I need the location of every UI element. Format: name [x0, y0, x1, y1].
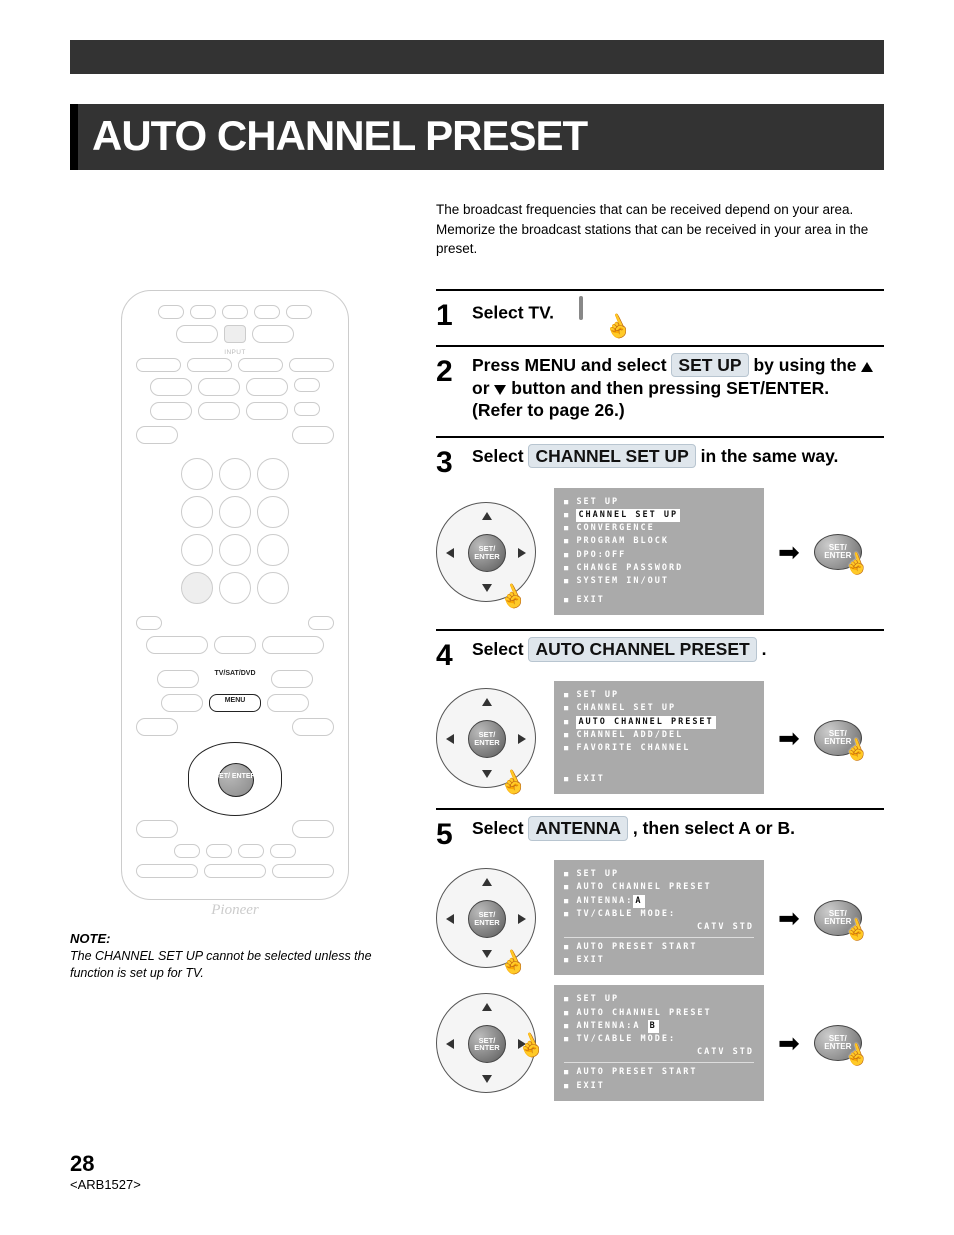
note-text: The CHANNEL SET UP cannot be selected un…	[70, 949, 372, 980]
osd-screen-4: SET UP CHANNEL SET UP AUTO CHANNEL PRESE…	[554, 681, 764, 794]
step-3-token: CHANNEL SET UP	[528, 444, 695, 468]
down-arrow-icon	[494, 385, 506, 395]
set-enter-button-5a: SET/ ENTER☝	[814, 900, 862, 936]
remote-menu-button: MENU	[209, 694, 261, 712]
remote-input-label: INPUT	[136, 349, 334, 356]
step-4-token: AUTO CHANNEL PRESET	[528, 637, 756, 661]
step-1: 1 Select TV. ☝	[436, 289, 884, 345]
step-2-mid: by using the	[753, 355, 861, 375]
step-5-suffix: , then select A or B.	[633, 818, 795, 838]
intro-text: The broadcast frequencies that can be re…	[436, 200, 884, 259]
step-1-text: Select TV.	[472, 302, 554, 322]
osd-screen-3: SET UP CHANNEL SET UP CONVERGENCE PROGRA…	[554, 488, 764, 615]
step-4: 4 Select AUTO CHANNEL PRESET . SET/ ENTE…	[436, 629, 884, 808]
page-title: AUTO CHANNEL PRESET	[78, 104, 884, 170]
step-5-prefix: Select	[472, 818, 528, 838]
note-title: NOTE:	[70, 931, 110, 946]
dpad-icon: SET/ ENTER ☝	[432, 684, 540, 792]
step-3-num: 3	[436, 448, 460, 478]
step-2-suffix: button and then pressing SET/ENTER. (Ref…	[472, 378, 829, 420]
arrow-right-icon: ➡	[778, 1030, 800, 1056]
step-5: 5 Select ANTENNA , then select A or B. S…	[436, 808, 884, 1114]
page-title-box: AUTO CHANNEL PRESET	[70, 104, 884, 170]
step-3-prefix: Select	[472, 446, 528, 466]
step-4-prefix: Select	[472, 639, 528, 659]
dpad-icon: SET/ ENTER ☝	[432, 498, 540, 606]
page-number: 28	[70, 1151, 884, 1177]
set-enter-button-3: SET/ ENTER☝	[814, 534, 862, 570]
step-2-prefix: Press MENU and select	[472, 355, 671, 375]
dpad-icon: SET/ ENTER ☝	[432, 864, 540, 972]
page-footer: 28 <ARB1527>	[70, 1151, 884, 1192]
remote-illustration: INPUT TV/SAT/DVD	[121, 290, 349, 900]
arrow-right-icon: ➡	[778, 725, 800, 751]
osd-screen-5a: SET UP AUTO CHANNEL PRESET ANTENNA:A TV/…	[554, 860, 764, 975]
step-5-token: ANTENNA	[528, 816, 628, 840]
step-2-token: SET UP	[671, 353, 748, 377]
osd-screen-5b: SET UP AUTO CHANNEL PRESET ANTENNA:A B T…	[554, 985, 764, 1100]
step-3: 3 Select CHANNEL SET UP in the same way.…	[436, 436, 884, 629]
step-2-num: 2	[436, 357, 460, 422]
step-5-num: 5	[436, 820, 460, 850]
up-arrow-icon	[861, 362, 873, 372]
note-block: NOTE: The CHANNEL SET UP cannot be selec…	[70, 930, 400, 982]
arrow-right-icon: ➡	[778, 905, 800, 931]
set-enter-button-5b: SET/ ENTER☝	[814, 1025, 862, 1061]
remote-dpad: SET/ ENTER	[188, 742, 282, 816]
tv-icon: ☝	[579, 297, 623, 331]
doc-code: <ARB1527>	[70, 1177, 141, 1192]
step-4-suffix: .	[762, 639, 767, 659]
step-4-num: 4	[436, 641, 460, 671]
arrow-right-icon: ➡	[778, 539, 800, 565]
header-bar	[70, 40, 884, 74]
remote-brand: Pioneer	[136, 902, 334, 919]
remote-tvsat-label: TV/SAT/DVD	[205, 670, 265, 688]
dpad-icon: SET/ ENTER ☝	[432, 989, 540, 1097]
set-enter-button-4: SET/ ENTER☝	[814, 720, 862, 756]
step-3-suffix: in the same way.	[701, 446, 839, 466]
step-1-num: 1	[436, 301, 460, 331]
step-2: 2 Press MENU and select SET UP by using …	[436, 345, 884, 436]
